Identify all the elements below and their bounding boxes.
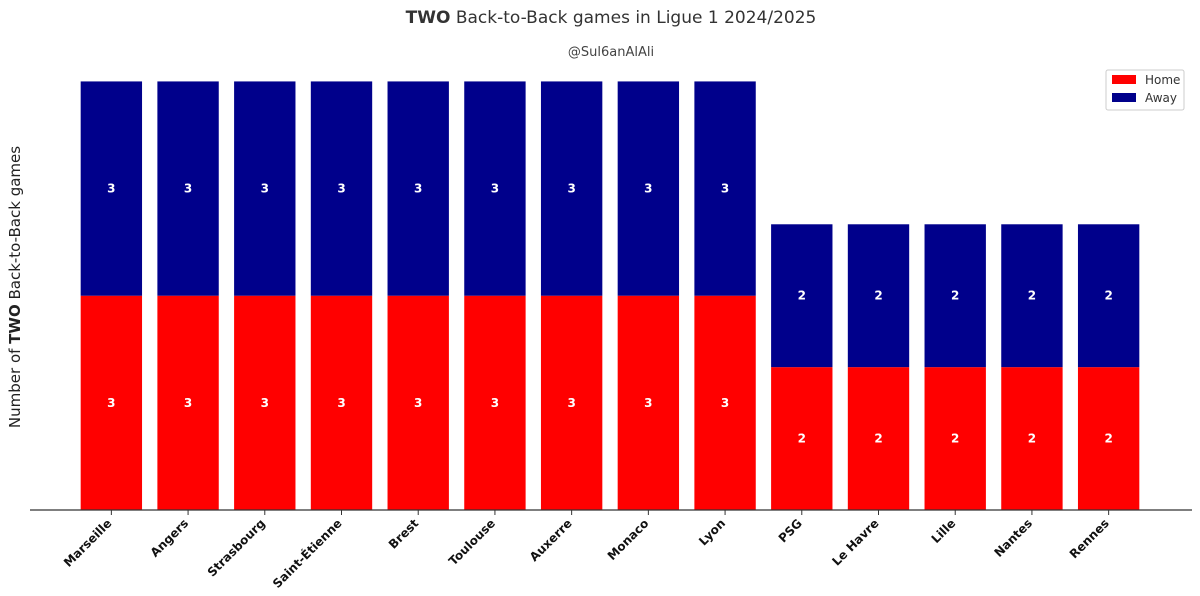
data-label-away: 2 [874,289,882,303]
bar-away [924,224,986,368]
bar-home [694,295,756,510]
data-label-away: 3 [184,182,192,196]
y-axis-label-bold: TWO [6,304,24,344]
bar-home [771,367,833,510]
data-label-away: 2 [1104,289,1112,303]
chart-title-rest: Back-to-Back games in Ligue 1 2024/2025 [450,8,816,28]
bar-home [387,295,449,510]
legend-swatch [1112,75,1136,84]
x-axis-ticks: Marseille Angers Strasbourg Saint-Étienne Br… [61,510,1112,591]
bar-home [464,295,526,510]
bar-away [234,81,296,296]
data-label-home: 2 [951,432,959,446]
x-tick-label: Le Havre [829,516,881,568]
bar-away [540,81,603,296]
bar-home [80,295,143,510]
bar-away [387,81,449,296]
chart-title-bold: TWO [406,8,451,28]
bar-home [1001,367,1063,510]
x-tick-label: Angers [148,516,192,560]
data-label-away: 3 [414,182,422,196]
data-label-home: 3 [184,396,192,410]
y-axis-label-prefix: Number of [6,344,24,428]
data-label-home: 3 [567,396,575,410]
x-tick-label: Lyon [696,516,728,548]
data-label-away: 2 [1028,289,1036,303]
data-label-home: 3 [337,396,345,410]
data-label-home: 3 [721,396,729,410]
bar-away [464,81,526,296]
x-tick-label: Auxerre [527,516,575,564]
bar-away [80,81,143,296]
chart-title: TWO Back-to-Back games in Ligue 1 2024/2… [406,8,817,28]
data-label-home: 3 [491,396,499,410]
legend-swatch [1112,93,1136,102]
legend-label: Away [1145,91,1177,105]
data-label-away: 3 [261,182,269,196]
bar-home [924,367,986,510]
x-tick-label: Nantes [991,516,1035,560]
x-tick-label: Rennes [1067,516,1112,561]
data-label-home: 3 [107,396,115,410]
bar-home [1077,367,1140,510]
x-tick-label: Lille [929,516,959,546]
bar-home [617,295,680,510]
x-tick-label: PSG [776,516,805,545]
data-label-away: 3 [337,182,345,196]
data-label-home: 2 [1028,432,1036,446]
data-label-home: 3 [644,396,652,410]
y-axis-label-suffix: Back-to-Back games [6,146,24,305]
x-tick-label: Marseille [61,516,115,570]
data-label-away: 2 [798,289,806,303]
bar-home [540,295,603,510]
bar-away [617,81,680,296]
data-label-away: 3 [567,182,575,196]
bar-away [694,81,756,296]
x-tick-label: Brest [386,516,422,552]
data-label-away: 3 [107,182,115,196]
bar-away [1077,224,1140,368]
x-tick-label: Saint-Étienne [269,516,344,591]
bar-away [847,224,910,368]
bar-home [234,295,296,510]
data-label-away: 2 [951,289,959,303]
bar-away [310,81,373,296]
bar-home [310,295,373,510]
x-tick-label: Toulouse [446,516,498,568]
legend: Home Away [1105,69,1185,111]
x-tick-label: Monaco [605,516,652,563]
data-label-home: 2 [798,432,806,446]
data-label-home: 2 [1104,432,1112,446]
data-label-away: 3 [644,182,652,196]
bar-home [157,295,219,510]
x-tick-label: Strasbourg [205,516,268,579]
data-label-home: 3 [414,396,422,410]
bar-away [157,81,219,296]
data-label-home: 3 [261,396,269,410]
data-label-home: 2 [874,432,882,446]
chart-subtitle: @Sul6anAlAli [568,45,654,60]
bar-away [1001,224,1063,368]
bar-home [847,367,910,510]
bar-away [771,224,833,368]
data-label-away: 3 [721,182,729,196]
legend-label: Home [1145,73,1180,87]
y-axis-label: Number of TWO Back-to-Back games [6,146,24,428]
bars-group [80,81,1140,510]
value-labels-group: 3 3 3 3 3 3 3 3 3 3 3 3 3 3 3 3 3 3 2 2 2 2 2 2 2 2 2 2 [107,182,1113,446]
data-label-away: 3 [491,182,499,196]
